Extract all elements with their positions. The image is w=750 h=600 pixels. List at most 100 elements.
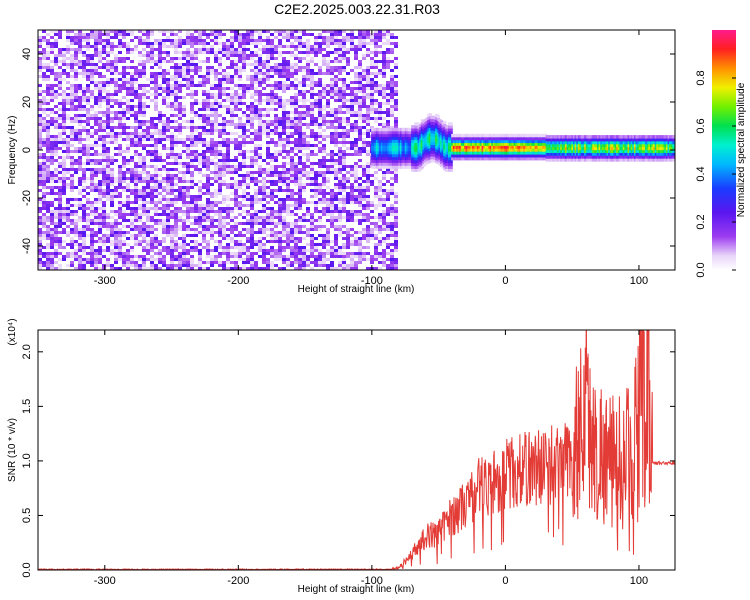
heatmap-cell: [174, 183, 178, 186]
heatmap-cell: [222, 99, 226, 102]
heatmap-cell: [242, 114, 246, 117]
heatmap-cell: [222, 162, 226, 165]
heatmap-cell: [326, 114, 330, 117]
heatmap-cell: [170, 30, 174, 33]
heatmap-cell: [282, 258, 286, 261]
heatmap-cell: [378, 51, 382, 54]
heatmap-cell: [322, 147, 326, 150]
heatmap-cell: [166, 201, 170, 204]
heatmap-cell: [50, 120, 54, 123]
heatmap-cell: [334, 225, 338, 228]
heatmap-cell: [178, 258, 182, 261]
heatmap-cell: [202, 240, 206, 243]
heatmap-cell: [118, 243, 122, 246]
heatmap-cell: [154, 126, 158, 129]
heatmap-cell: [270, 219, 274, 222]
heatmap-cell: [298, 246, 302, 249]
heatmap-cell: [334, 90, 338, 93]
heatmap-cell: [186, 228, 190, 231]
heatmap-cell: [334, 132, 338, 135]
heatmap-cell: [338, 186, 342, 189]
heatmap-cell: [186, 126, 190, 129]
heatmap-cell: [330, 66, 334, 69]
heatmap-cell: [334, 192, 338, 195]
heatmap-cell: [158, 114, 162, 117]
heatmap-cell: [110, 264, 114, 267]
heatmap-cell: [258, 186, 262, 189]
heatmap-cell: [238, 66, 242, 69]
heatmap-cell: [138, 225, 142, 228]
heatmap-cell: [182, 165, 186, 168]
heatmap-cell: [386, 87, 390, 90]
heatmap-cell: [106, 213, 110, 216]
heatmap-cell: [130, 93, 134, 96]
heatmap-cell: [38, 219, 42, 222]
heatmap-cell: [138, 174, 142, 177]
heatmap-cell: [334, 57, 338, 60]
heatmap-cell: [62, 174, 66, 177]
heatmap-cell: [222, 159, 226, 162]
heatmap-cell: [138, 162, 142, 165]
heatmap-cell: [70, 243, 74, 246]
heatmap-cell: [114, 261, 118, 264]
heatmap-cell: [42, 36, 46, 39]
heatmap-cell: [154, 144, 158, 147]
heatmap-cell: [62, 189, 66, 192]
heatmap-cell: [382, 222, 386, 225]
heatmap-cell: [202, 78, 206, 81]
heatmap-cell: [290, 36, 294, 39]
heatmap-cell: [358, 186, 362, 189]
heatmap-cell: [298, 216, 302, 219]
heatmap-cell: [318, 84, 322, 87]
heatmap-cell: [38, 156, 42, 159]
heatmap-cell: [82, 252, 86, 255]
heatmap-cell: [206, 150, 210, 153]
heatmap-cell: [278, 96, 282, 99]
heatmap-cell: [218, 171, 222, 174]
heatmap-cell: [170, 264, 174, 267]
heatmap-cell: [382, 36, 386, 39]
heatmap-cell: [342, 246, 346, 249]
heatmap-cell: [82, 228, 86, 231]
heatmap-cell: [54, 213, 58, 216]
heatmap-cell: [218, 168, 222, 171]
heatmap-cell: [258, 228, 262, 231]
heatmap-cell: [358, 153, 362, 156]
heatmap-cell: [254, 51, 258, 54]
heatmap-cell: [322, 183, 326, 186]
heatmap-cell: [330, 120, 334, 123]
heatmap-cell: [314, 72, 318, 75]
heatmap-cell: [190, 120, 194, 123]
heatmap-cell: [146, 150, 150, 153]
heatmap-cell: [346, 111, 350, 114]
heatmap-cell: [238, 117, 242, 120]
heatmap-cell: [310, 171, 314, 174]
heatmap-cell: [126, 147, 130, 150]
heatmap-cell: [62, 57, 66, 60]
heatmap-cell: [330, 201, 334, 204]
heatmap-cell: [202, 234, 206, 237]
heatmap-cell: [86, 204, 90, 207]
heatmap-cell: [174, 243, 178, 246]
heatmap-cell: [150, 219, 154, 222]
heatmap-cell: [202, 261, 206, 264]
heatmap-cell: [38, 243, 42, 246]
heatmap-cell: [374, 204, 378, 207]
heatmap-cell: [310, 72, 314, 75]
heatmap-cell: [274, 93, 278, 96]
heatmap-cell: [110, 132, 114, 135]
heatmap-cell: [354, 45, 358, 48]
heatmap-cell: [146, 225, 150, 228]
heatmap-cell: [210, 210, 214, 213]
heatmap-cell: [390, 90, 394, 93]
heatmap-cell: [126, 135, 130, 138]
heatmap-cell: [242, 150, 246, 153]
heatmap-cell: [226, 186, 230, 189]
heatmap-cell: [214, 195, 218, 198]
heatmap-cell: [298, 255, 302, 258]
heatmap-cell: [174, 57, 178, 60]
heatmap-cell: [306, 33, 310, 36]
heatmap-cell: [318, 183, 322, 186]
heatmap-cell: [362, 45, 366, 48]
heatmap-cell: [282, 108, 286, 111]
